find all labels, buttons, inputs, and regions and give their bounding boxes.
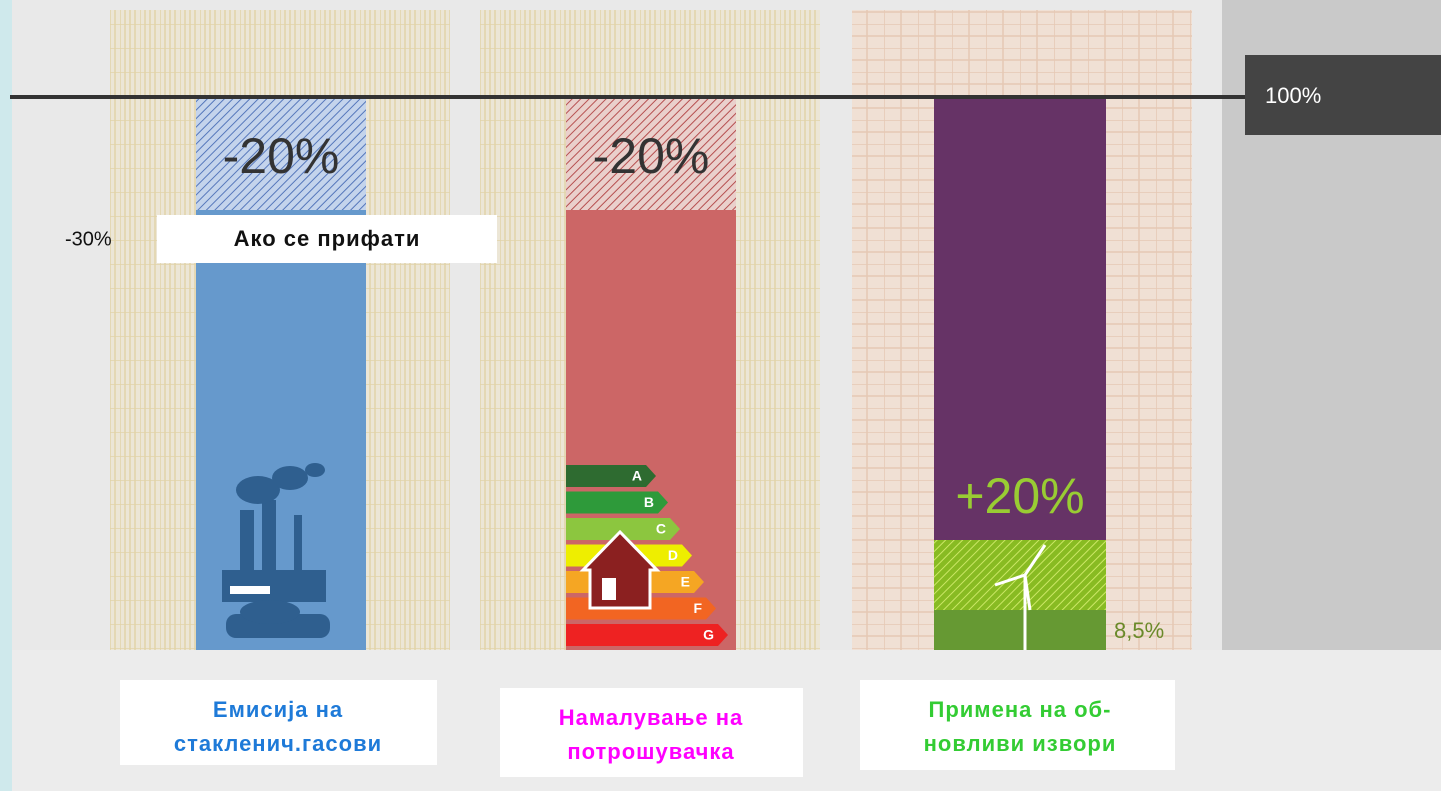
note: Ако се прифати (234, 226, 421, 251)
energy-class-label: B (644, 494, 654, 510)
top-label: -20% (593, 128, 710, 184)
side-label: -30% (65, 228, 112, 250)
caption: Примена на об- (929, 697, 1112, 722)
top-label: -20% (223, 128, 340, 184)
caption: стакленич.гасови (174, 731, 382, 756)
reference-label: 100% (1265, 83, 1321, 108)
energy-class-label: D (668, 547, 678, 563)
energy-class-label: A (632, 468, 642, 484)
base-bar (934, 610, 1106, 650)
energy-class-label: C (656, 521, 666, 537)
base-label: 8,5% (1114, 618, 1164, 643)
factory-window (230, 586, 270, 594)
energy-class-label: F (693, 600, 702, 616)
side-strip (0, 0, 12, 791)
energy-class-label: G (703, 627, 714, 643)
infographic: -20% -30% Ако се прифати -20% ABCDEFG +2… (0, 0, 1441, 791)
top-label: +20% (955, 468, 1084, 524)
caption-box (860, 680, 1175, 770)
energy-class-label: E (681, 574, 690, 590)
energy-class-arrow (566, 465, 656, 487)
caption: Емисија на (213, 697, 343, 722)
caption: потрошувачка (567, 739, 734, 764)
caption: Намалување на (559, 705, 744, 730)
caption: новливи извори (924, 731, 1117, 756)
hatched-base (934, 540, 1106, 610)
